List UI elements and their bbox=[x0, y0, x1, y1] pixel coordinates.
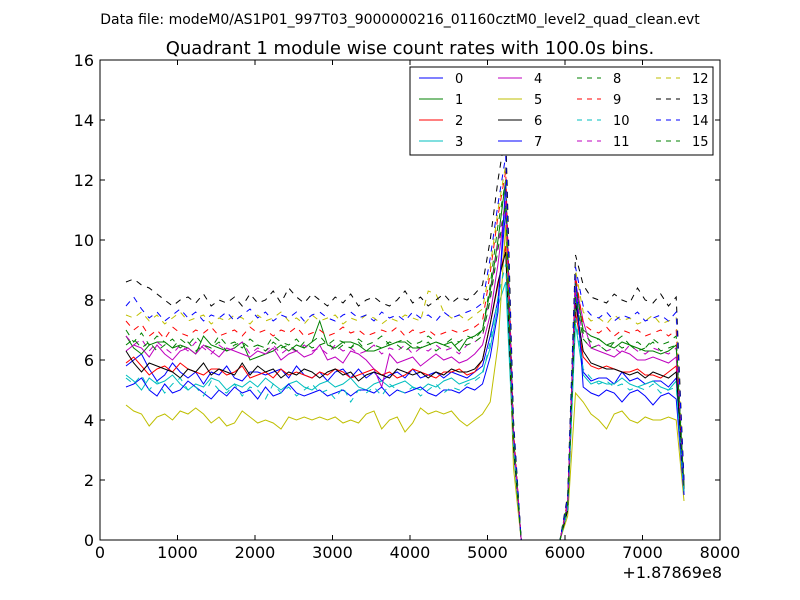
y-tick-label: 16 bbox=[74, 51, 94, 70]
legend-label-7: 7 bbox=[534, 135, 542, 150]
x-tick-label: 6000 bbox=[545, 543, 586, 562]
x-tick-label: 4000 bbox=[390, 543, 431, 562]
legend-label-8: 8 bbox=[613, 72, 621, 87]
legend-label-15: 15 bbox=[692, 135, 709, 150]
y-tick-label: 4 bbox=[84, 411, 94, 430]
series-line-13 bbox=[125, 131, 685, 541]
series-line-3 bbox=[125, 281, 685, 541]
axis-ticks: 0 1000 2000 3000 4000 5000 6000 7000 80000246810… bbox=[74, 51, 741, 562]
y-tick-label: 6 bbox=[84, 351, 94, 370]
series-line-0 bbox=[125, 209, 685, 541]
series-line-7 bbox=[125, 182, 685, 541]
series-line-11 bbox=[125, 200, 685, 541]
series-line-15 bbox=[125, 203, 685, 541]
y-tick-label: 0 bbox=[84, 531, 94, 550]
legend-label-14: 14 bbox=[692, 114, 709, 129]
legend-label-3: 3 bbox=[455, 135, 463, 150]
y-tick-label: 2 bbox=[84, 471, 94, 490]
series-line-12 bbox=[125, 164, 685, 541]
legend-box bbox=[409, 66, 714, 156]
legend-label-5: 5 bbox=[534, 93, 542, 108]
series-line-8 bbox=[125, 179, 685, 541]
x-tick-label: 5000 bbox=[467, 543, 508, 562]
y-tick-label: 14 bbox=[74, 111, 94, 130]
x-tick-label: 0 bbox=[95, 543, 105, 562]
series-line-5 bbox=[125, 224, 685, 541]
series-line-9 bbox=[125, 170, 685, 541]
legend-label-13: 13 bbox=[692, 93, 709, 108]
x-tick-label: 7000 bbox=[622, 543, 663, 562]
legend-label-12: 12 bbox=[692, 72, 709, 87]
x-tick-label: 3000 bbox=[312, 543, 353, 562]
y-tick-label: 8 bbox=[84, 291, 94, 310]
chart-title: Quadrant 1 module wise count rates with … bbox=[166, 38, 655, 59]
legend-label-0: 0 bbox=[455, 72, 463, 87]
legend-label-10: 10 bbox=[613, 114, 630, 129]
plot-lines bbox=[125, 131, 685, 541]
y-tick-label: 10 bbox=[74, 231, 94, 250]
legend-label-9: 9 bbox=[613, 93, 621, 108]
legend-label-11: 11 bbox=[613, 135, 630, 150]
series-line-1 bbox=[125, 179, 685, 541]
x-tick-label: 1000 bbox=[157, 543, 198, 562]
x-offset-label: +1.87869e8 bbox=[622, 563, 722, 582]
legend-label-2: 2 bbox=[455, 114, 463, 129]
legend-label-1: 1 bbox=[455, 93, 463, 108]
x-tick-label: 2000 bbox=[235, 543, 276, 562]
legend-label-4: 4 bbox=[534, 72, 542, 87]
series-line-6 bbox=[125, 251, 685, 541]
series-line-14 bbox=[125, 155, 685, 541]
y-tick-label: 12 bbox=[74, 171, 94, 190]
x-tick-label: 8000 bbox=[700, 543, 741, 562]
series-line-10 bbox=[125, 263, 685, 541]
data-file-header: Data file: modeM0/AS1P01_997T03_90000002… bbox=[100, 12, 700, 28]
legend-label-6: 6 bbox=[534, 114, 542, 129]
